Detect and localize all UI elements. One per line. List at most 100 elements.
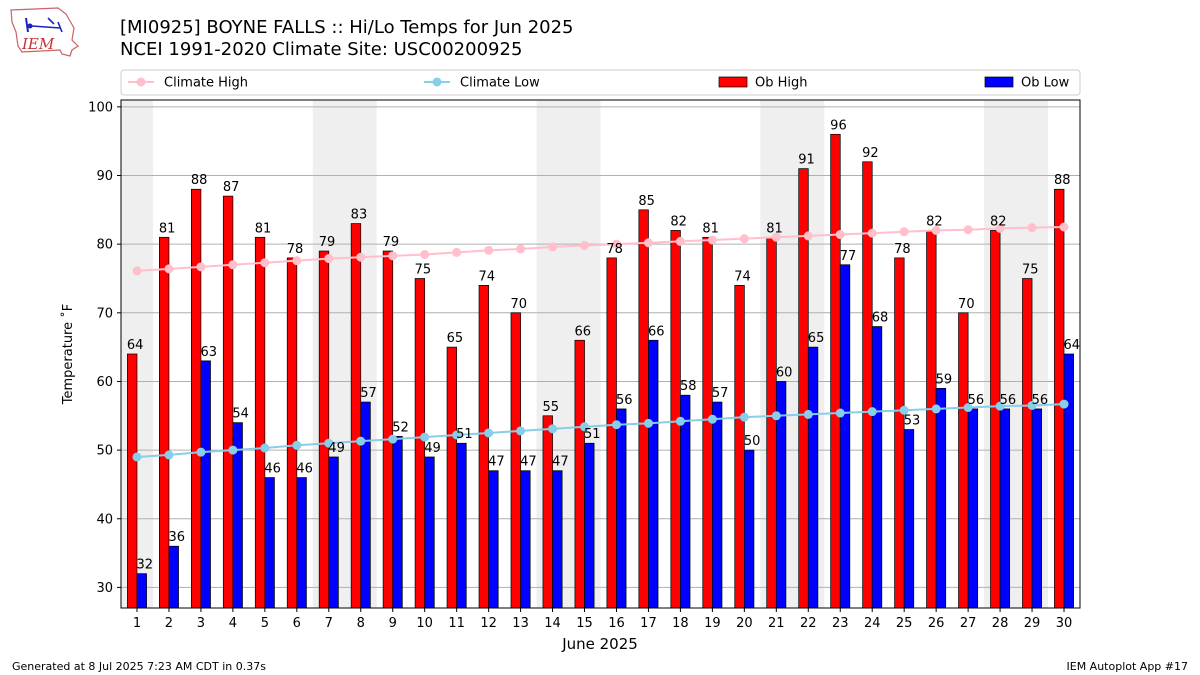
- y-tick-label-30: 30: [96, 581, 113, 596]
- x-tick-label-27: 27: [960, 616, 977, 631]
- x-tick-label-22: 22: [800, 616, 817, 631]
- high-bar-8: [350, 223, 362, 609]
- low-bar-13: [520, 470, 531, 609]
- low-label-26: 59: [936, 372, 953, 387]
- high-label-17: 85: [638, 194, 655, 209]
- low-bar-15: [584, 442, 595, 609]
- high-bar-2: [159, 236, 170, 609]
- climate-high-point-21: [771, 232, 781, 242]
- climate-high-point-9: [388, 251, 398, 261]
- high-label-6: 78: [287, 242, 304, 257]
- high-bar-23: [830, 133, 841, 609]
- climate-high-point-24: [867, 228, 877, 238]
- high-label-29: 75: [1022, 262, 1039, 277]
- climate-high-point-22: [803, 231, 813, 241]
- high-label-26: 82: [926, 214, 943, 229]
- climate-low-point-26: [931, 404, 941, 414]
- low-label-14: 47: [552, 455, 569, 470]
- climate-low-point-18: [675, 416, 685, 426]
- chart-title: [MI0925] BOYNE FALLS :: Hi/Lo Temps for …: [120, 17, 574, 38]
- low-label-23: 77: [840, 249, 857, 264]
- legend-marker-0: [136, 77, 146, 87]
- climate-low-point-3: [196, 447, 206, 457]
- high-label-10: 75: [415, 262, 432, 277]
- x-tick-label-2: 2: [165, 616, 173, 631]
- climate-high-point-23: [835, 230, 845, 240]
- high-bar-12: [478, 285, 489, 609]
- climate-high-point-13: [516, 244, 526, 254]
- low-bar-26: [935, 387, 947, 609]
- y-tick-label-60: 60: [96, 375, 113, 390]
- high-label-11: 65: [447, 331, 464, 346]
- high-label-1: 64: [127, 338, 144, 353]
- climate-high-point-18: [675, 236, 685, 246]
- high-label-23: 96: [830, 118, 847, 133]
- climate-high-point-19: [707, 235, 717, 245]
- low-label-24: 68: [872, 311, 889, 326]
- high-label-14: 55: [542, 400, 559, 415]
- climate-high-point-27: [963, 225, 973, 235]
- x-tick-label-23: 23: [832, 616, 849, 631]
- climate-low-point-29: [1027, 400, 1037, 410]
- climate-high-point-14: [548, 242, 558, 252]
- low-label-3: 63: [200, 345, 217, 360]
- high-bar-26: [926, 230, 937, 609]
- high-label-16: 78: [606, 242, 623, 257]
- low-label-15: 51: [584, 427, 601, 442]
- low-label-19: 57: [712, 386, 729, 401]
- high-bar-4: [222, 195, 234, 609]
- low-bar-19: [712, 401, 723, 609]
- climate-low-point-11: [452, 430, 462, 440]
- climate-low-point-14: [548, 424, 558, 434]
- high-bar-7: [318, 250, 330, 609]
- x-tick-label-18: 18: [672, 616, 689, 631]
- x-tick-label-9: 9: [389, 616, 397, 631]
- climate-low-point-9: [388, 434, 398, 444]
- low-bar-2: [168, 545, 179, 609]
- climate-high-point-29: [1027, 223, 1037, 233]
- x-tick-label-16: 16: [608, 616, 625, 631]
- low-label-27: 56: [968, 393, 985, 408]
- high-bar-3: [190, 188, 202, 609]
- high-label-21: 81: [766, 221, 783, 236]
- climate-low-point-8: [356, 436, 366, 446]
- high-label-12: 74: [479, 269, 496, 284]
- high-bar-5: [254, 236, 266, 609]
- climate-high-point-1: [132, 266, 142, 276]
- climate-low-point-2: [164, 450, 174, 460]
- y-tick-label-80: 80: [96, 238, 113, 253]
- climate-low-point-22: [803, 409, 813, 419]
- climate-low-point-21: [771, 411, 781, 421]
- low-label-28: 56: [1000, 393, 1017, 408]
- x-tick-label-30: 30: [1056, 616, 1073, 631]
- low-label-5: 46: [264, 462, 281, 477]
- low-bar-11: [456, 442, 467, 609]
- high-label-24: 92: [862, 146, 879, 161]
- high-label-18: 82: [670, 214, 687, 229]
- y-tick-label-70: 70: [96, 306, 113, 321]
- low-label-7: 49: [328, 441, 345, 456]
- low-label-16: 56: [616, 393, 633, 408]
- high-label-22: 91: [798, 153, 815, 168]
- x-tick-label-8: 8: [357, 616, 365, 631]
- low-label-9: 52: [392, 420, 409, 435]
- climate-high-point-20: [739, 234, 749, 244]
- x-tick-label-28: 28: [992, 616, 1009, 631]
- high-label-2: 81: [159, 221, 176, 236]
- low-label-18: 58: [680, 379, 697, 394]
- low-label-12: 47: [488, 455, 505, 470]
- high-bar-11: [446, 346, 457, 609]
- high-label-13: 70: [511, 297, 528, 312]
- high-bar-17: [638, 209, 649, 609]
- high-bar-21: [766, 236, 777, 609]
- climate-low-point-17: [643, 418, 653, 428]
- low-bar-12: [488, 470, 499, 609]
- y-axis-label: Temperature ˚F: [60, 304, 76, 405]
- legend-label-0: Climate High: [164, 76, 248, 91]
- low-label-17: 66: [648, 324, 665, 339]
- high-bar-16: [606, 257, 617, 609]
- high-label-25: 78: [894, 242, 911, 257]
- climate-high-point-3: [196, 262, 206, 272]
